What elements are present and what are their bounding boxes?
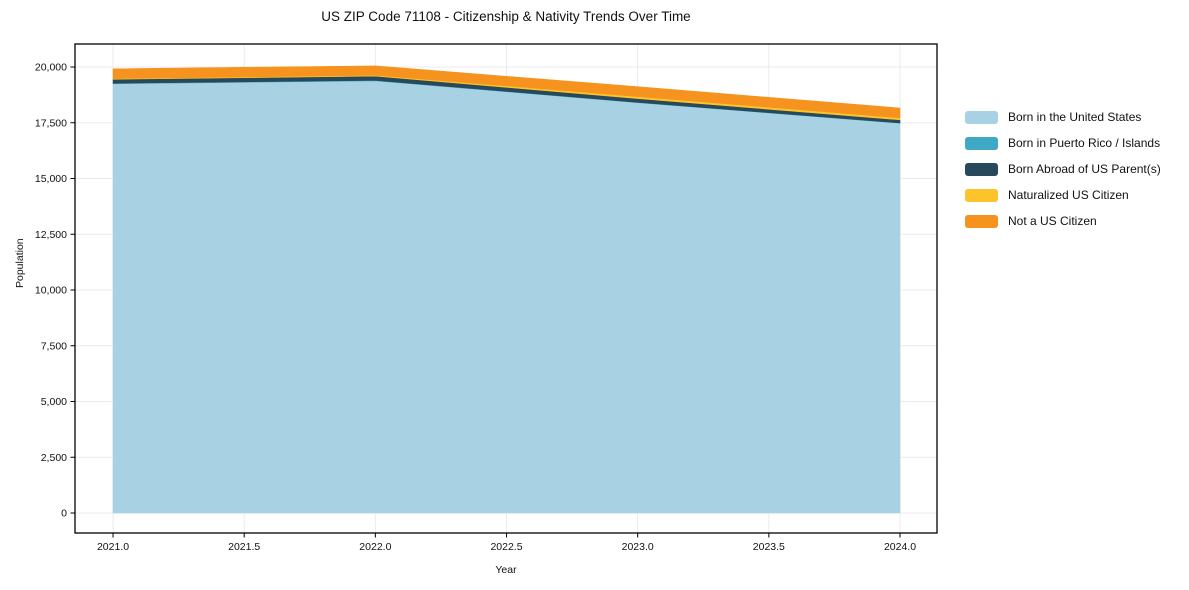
legend-item: Born in Puerto Rico / Islands: [952, 130, 1161, 156]
legend-swatch-icon: [965, 136, 998, 150]
legend-label: Not a US Citizen: [1008, 214, 1097, 228]
legend-swatch-icon: [965, 110, 998, 124]
plot-border: [74, 43, 938, 534]
legend-item: Naturalized US Citizen: [952, 182, 1161, 208]
x-axis-label: Year: [495, 564, 517, 576]
legend-swatch-icon: [965, 188, 998, 202]
x-tick-label: 2024.0: [884, 541, 916, 553]
chart-title: US ZIP Code 71108 - Citizenship & Nativi…: [321, 9, 691, 24]
y-tick-label: 17,500: [35, 117, 67, 129]
x-tick-label: 2021.5: [228, 541, 260, 553]
x-tick-label: 2022.0: [359, 541, 391, 553]
y-tick-label: 15,000: [35, 173, 67, 185]
y-tick-label: 2,500: [41, 452, 67, 464]
legend-label: Born in the United States: [1008, 110, 1142, 124]
legend-label: Born in Puerto Rico / Islands: [1008, 136, 1161, 150]
x-tick-label: 2023.5: [753, 541, 785, 553]
y-tick-label: 20,000: [35, 62, 67, 74]
legend: Born in the United States Born in Puerto …: [952, 104, 1161, 234]
legend-label: Born Abroad of US Parent(s): [1008, 162, 1161, 176]
legend-label: Naturalized US Citizen: [1008, 188, 1129, 202]
legend-swatch-icon: [965, 162, 998, 176]
area-series-not-a-us-citizen: [112, 65, 901, 119]
area-series-born-in-the-united-states: [112, 80, 901, 514]
y-tick-label: 7,500: [41, 340, 67, 352]
legend-item: Not a US Citizen: [952, 208, 1161, 234]
x-tick-label: 2022.5: [490, 541, 522, 553]
legend-item: Born in the United States: [952, 104, 1161, 130]
y-tick-label: 10,000: [35, 285, 67, 297]
legend-swatch-icon: [965, 214, 998, 228]
y-tick-label: 12,500: [35, 229, 67, 241]
legend-item: Born Abroad of US Parent(s): [952, 156, 1161, 182]
y-tick-label: 0: [61, 508, 67, 520]
x-tick-label: 2021.0: [97, 541, 129, 553]
x-tick-label: 2023.0: [622, 541, 654, 553]
y-tick-label: 5,000: [41, 396, 67, 408]
y-axis-label: Population: [14, 238, 26, 288]
